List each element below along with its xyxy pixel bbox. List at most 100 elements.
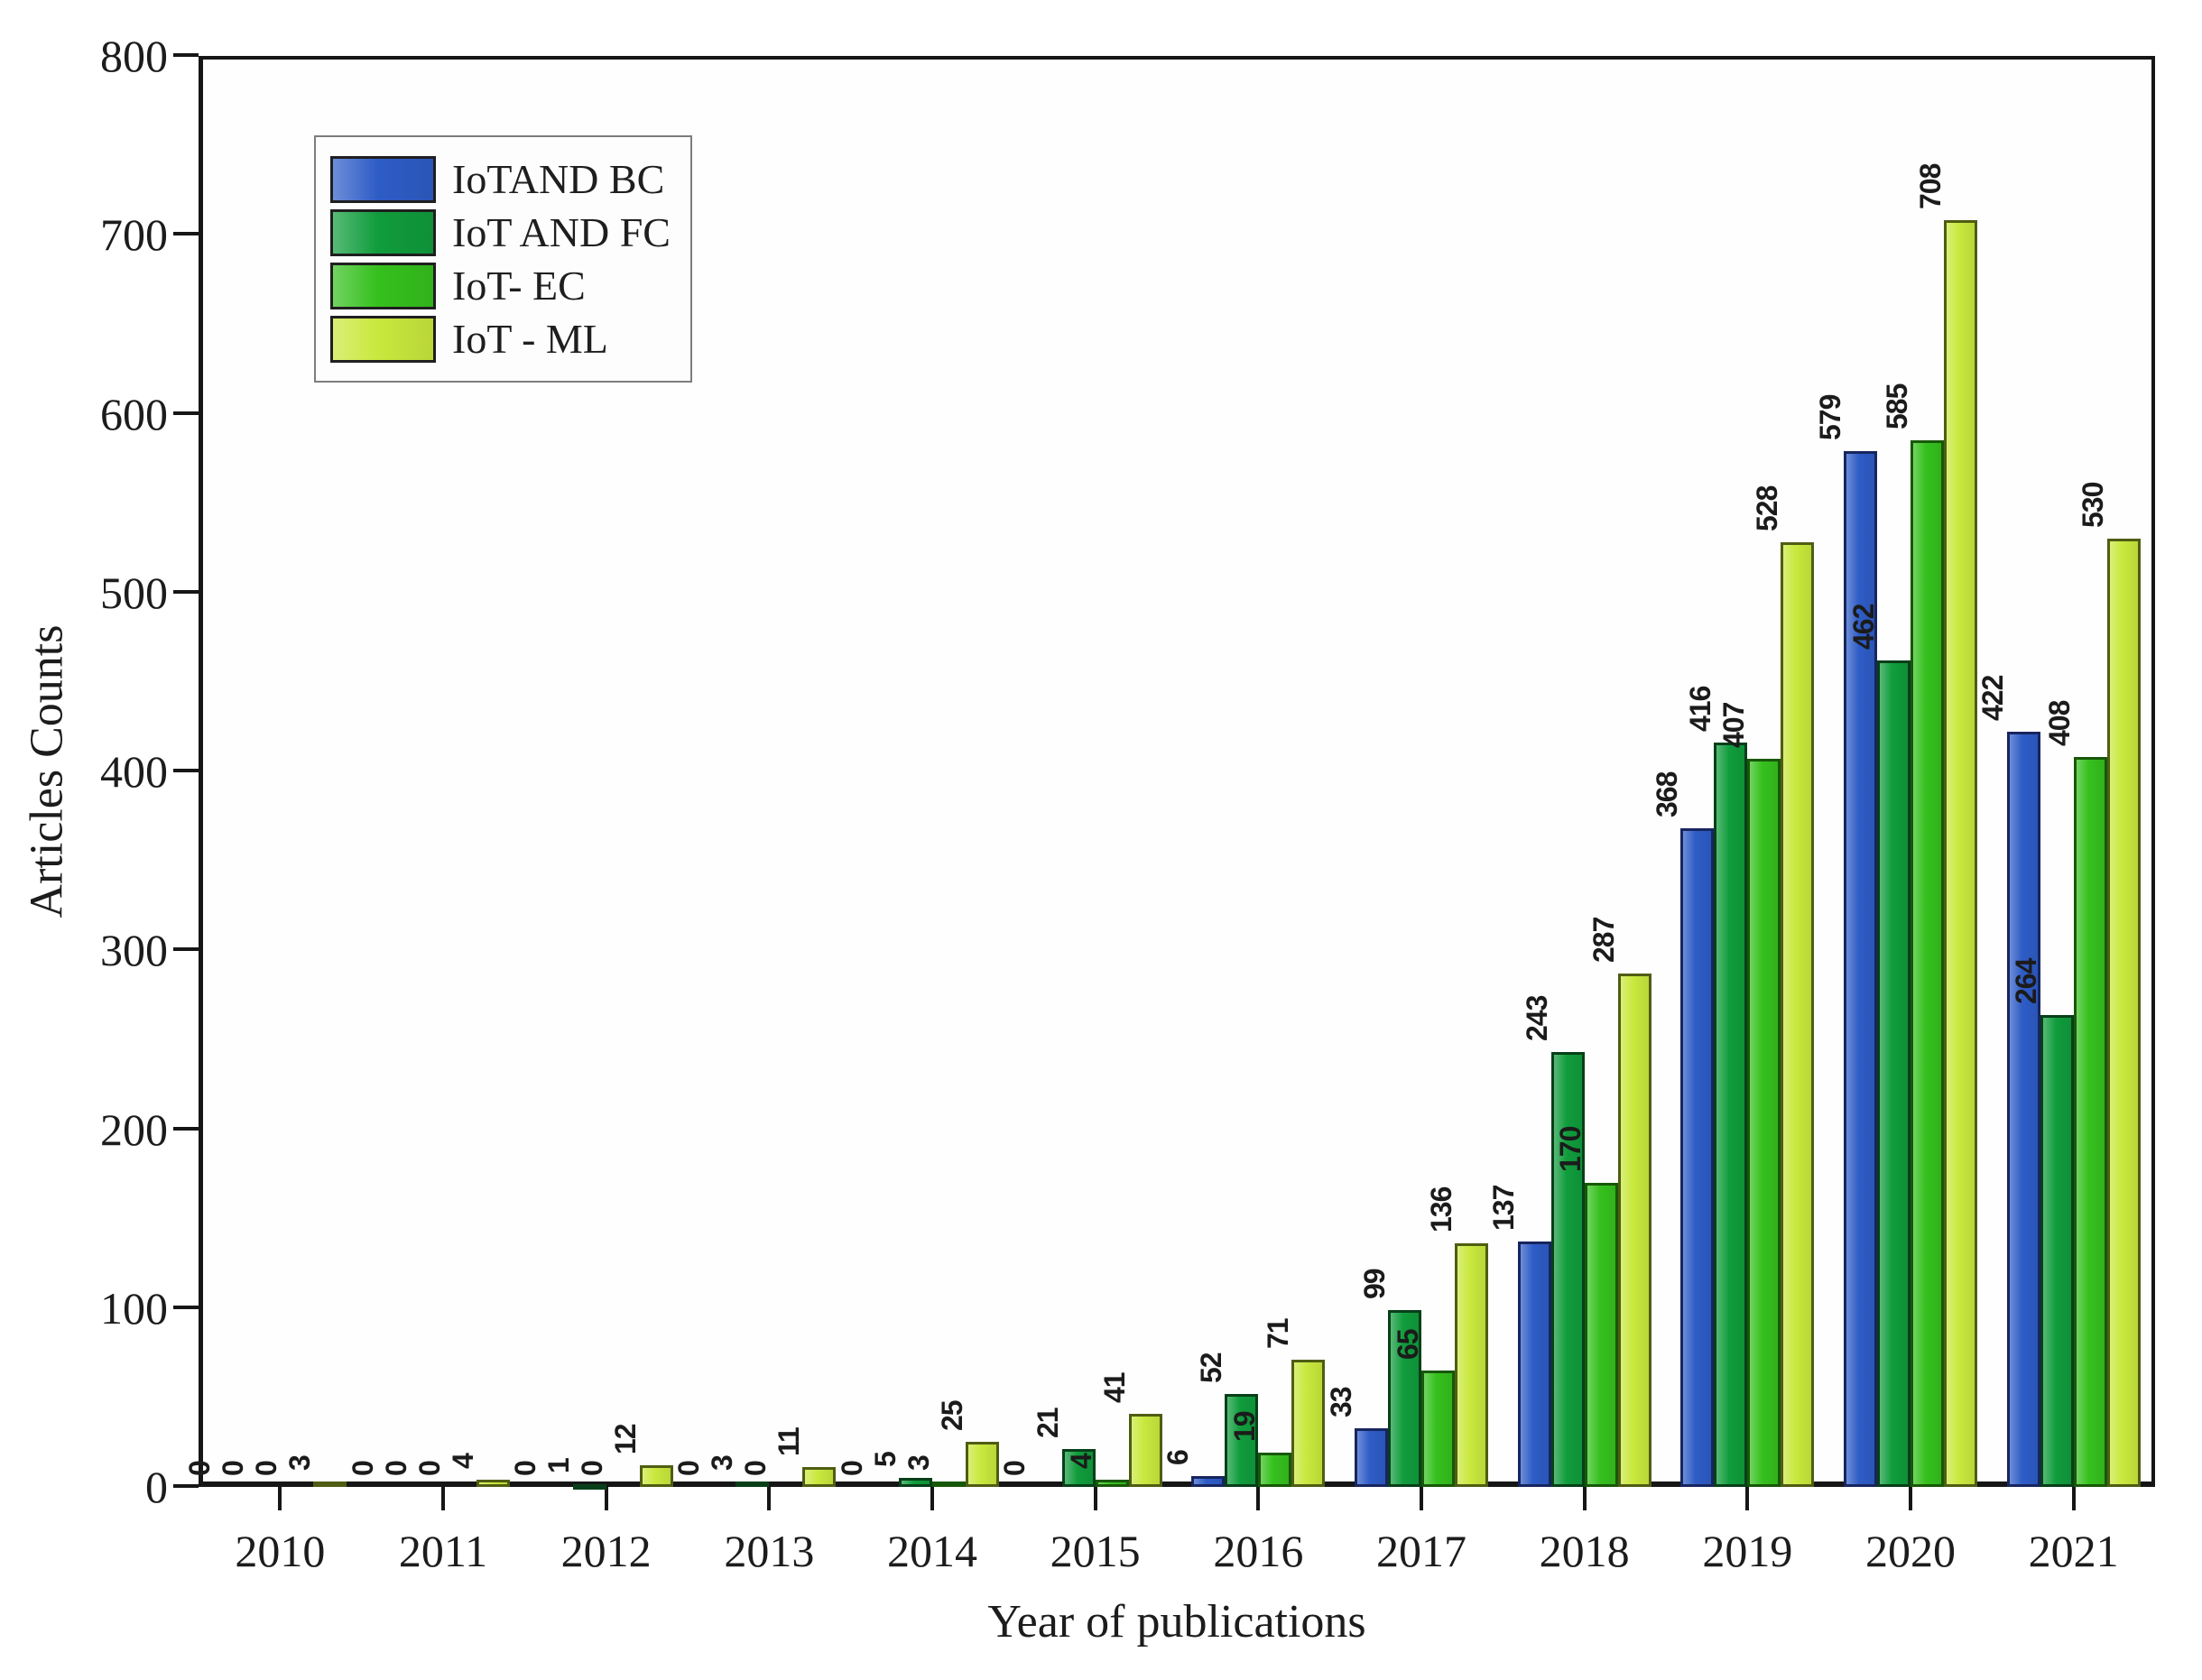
bar-value-label: 416 — [1683, 686, 1716, 733]
legend: IoTAND BC IoT AND FC IoT- EC IoT - ML — [314, 135, 692, 383]
bar-IoT---ML-2012 — [639, 1465, 673, 1487]
x-tick-label: 2021 — [2028, 1526, 2119, 1576]
bar-IoT--EC-2021 — [2073, 757, 2107, 1487]
y-tick-mark — [173, 53, 199, 57]
bar-IoTAND-BC-2019 — [1680, 828, 1715, 1487]
bar-value-label: 136 — [1424, 1186, 1457, 1233]
x-tick-label: 2018 — [1539, 1526, 1630, 1576]
x-tick-mark — [930, 1487, 934, 1510]
y-tick-mark — [173, 947, 199, 952]
x-tick-label: 2011 — [398, 1526, 488, 1576]
legend-swatch-icon — [330, 155, 436, 203]
bar-IoT--EC-2018 — [1584, 1182, 1618, 1487]
bar-IoTAND-BC-2018 — [1517, 1242, 1551, 1487]
bar-value-label: 528 — [1750, 485, 1783, 532]
y-tick-label: 700 — [100, 209, 168, 261]
bar-value-label: 41 — [1098, 1372, 1132, 1403]
legend-swatch-icon — [330, 315, 436, 363]
bar-value-label: 287 — [1587, 917, 1621, 964]
x-tick-mark — [604, 1487, 608, 1510]
x-tick-label: 2016 — [1213, 1526, 1304, 1576]
x-tick-mark — [1256, 1487, 1261, 1510]
bar-value-label: 408 — [2043, 700, 2077, 747]
bar-IoT---ML-2014 — [966, 1442, 999, 1487]
bar-IoT-AND-FC-2021 — [2040, 1014, 2074, 1487]
bar-IoT--EC-2016 — [1258, 1453, 1292, 1487]
bar-IoT---ML-2011 — [476, 1480, 510, 1487]
bar-IoTAND-BC-2020 — [1844, 451, 1877, 1487]
bar-value-label: 0 — [412, 1461, 446, 1476]
bar-value-label: 65 — [1391, 1329, 1424, 1361]
bar-value-label: 52 — [1194, 1352, 1227, 1383]
legend-swatch-icon — [330, 208, 436, 256]
bar-value-label: 170 — [1554, 1126, 1587, 1172]
bar-IoTAND-BC-2021 — [2006, 732, 2040, 1487]
legend-item: IoT AND FC — [330, 208, 671, 256]
legend-label: IoT - ML — [452, 316, 608, 362]
legend-label: IoT AND FC — [452, 209, 671, 255]
y-tick-label: 200 — [100, 1103, 168, 1155]
y-axis-title: Articles Counts — [21, 624, 73, 918]
bar-value-label: 4 — [446, 1454, 479, 1470]
bar-value-label: 4 — [1065, 1454, 1098, 1470]
x-tick-mark — [441, 1487, 445, 1510]
x-tick-mark — [2071, 1487, 2076, 1510]
y-tick-label: 0 — [145, 1462, 168, 1512]
y-tick-label: 600 — [100, 388, 168, 439]
bar-IoT---ML-2015 — [1128, 1413, 1162, 1487]
y-tick-mark — [173, 1484, 199, 1488]
bar-value-label: 0 — [379, 1461, 412, 1476]
y-tick-mark — [173, 769, 199, 772]
bar-value-label: 5 — [868, 1452, 902, 1468]
y-tick-label: 100 — [100, 1282, 168, 1334]
x-tick-label: 2017 — [1376, 1526, 1466, 1576]
bar-value-label: 0 — [835, 1461, 868, 1476]
x-tick-label: 2013 — [724, 1526, 815, 1576]
bar-IoT---ML-2019 — [1781, 542, 1815, 1487]
bar-value-label: 407 — [1716, 702, 1750, 749]
bar-value-label: 530 — [2077, 482, 2110, 529]
bar-value-label: 11 — [772, 1427, 805, 1457]
bar-value-label: 0 — [738, 1461, 772, 1476]
bar-value-label: 3 — [705, 1455, 738, 1472]
bar-value-label: 0 — [509, 1461, 542, 1476]
bar-value-label: 19 — [1227, 1411, 1261, 1443]
bar-value-label: 12 — [609, 1424, 643, 1455]
y-tick-label: 800 — [100, 31, 168, 81]
bar-value-label: 708 — [1913, 163, 1947, 210]
bar-IoT--EC-2019 — [1747, 759, 1781, 1487]
bar-IoTAND-BC-2017 — [1355, 1427, 1388, 1487]
bar-value-label: 0 — [346, 1461, 379, 1476]
bar-value-label: 137 — [1487, 1186, 1521, 1232]
bar-IoT---ML-2010 — [313, 1482, 347, 1488]
bar-value-label: 585 — [1880, 383, 1913, 430]
bar-IoT---ML-2021 — [2106, 539, 2141, 1487]
legend-label: IoT- EC — [452, 263, 586, 309]
bar-value-label: 0 — [998, 1461, 1032, 1476]
y-tick-label: 500 — [100, 567, 168, 618]
bar-value-label: 0 — [576, 1461, 609, 1476]
y-tick-mark — [173, 1305, 199, 1309]
x-tick-label: 2012 — [560, 1526, 652, 1576]
bar-IoT-AND-FC-2015 — [1061, 1449, 1096, 1487]
bar-IoT---ML-2018 — [1617, 974, 1652, 1487]
bar-IoT--EC-2014 — [932, 1482, 966, 1488]
bar-value-label: 33 — [1324, 1386, 1357, 1417]
x-tick-mark — [1745, 1487, 1750, 1510]
bar-value-label: 1 — [542, 1458, 576, 1473]
x-tick-label: 2019 — [1702, 1526, 1793, 1576]
bar-value-label: 579 — [1813, 394, 1846, 441]
bar-value-label: 99 — [1357, 1269, 1391, 1299]
bar-value-label: 25 — [935, 1400, 968, 1432]
x-tick-label: 2010 — [235, 1526, 326, 1576]
bar-IoT-AND-FC-2013 — [736, 1482, 770, 1488]
legend-item: IoT- EC — [330, 262, 671, 309]
bar-IoT--EC-2020 — [1911, 440, 1944, 1487]
y-tick-label: 400 — [100, 746, 168, 797]
bar-IoT-AND-FC-2019 — [1714, 743, 1748, 1487]
bar-IoT--EC-2015 — [1095, 1480, 1129, 1487]
bar-value-label: 3 — [902, 1455, 935, 1472]
legend-item: IoT - ML — [330, 315, 671, 363]
x-tick-mark — [767, 1487, 772, 1510]
x-tick-mark — [1582, 1487, 1587, 1510]
